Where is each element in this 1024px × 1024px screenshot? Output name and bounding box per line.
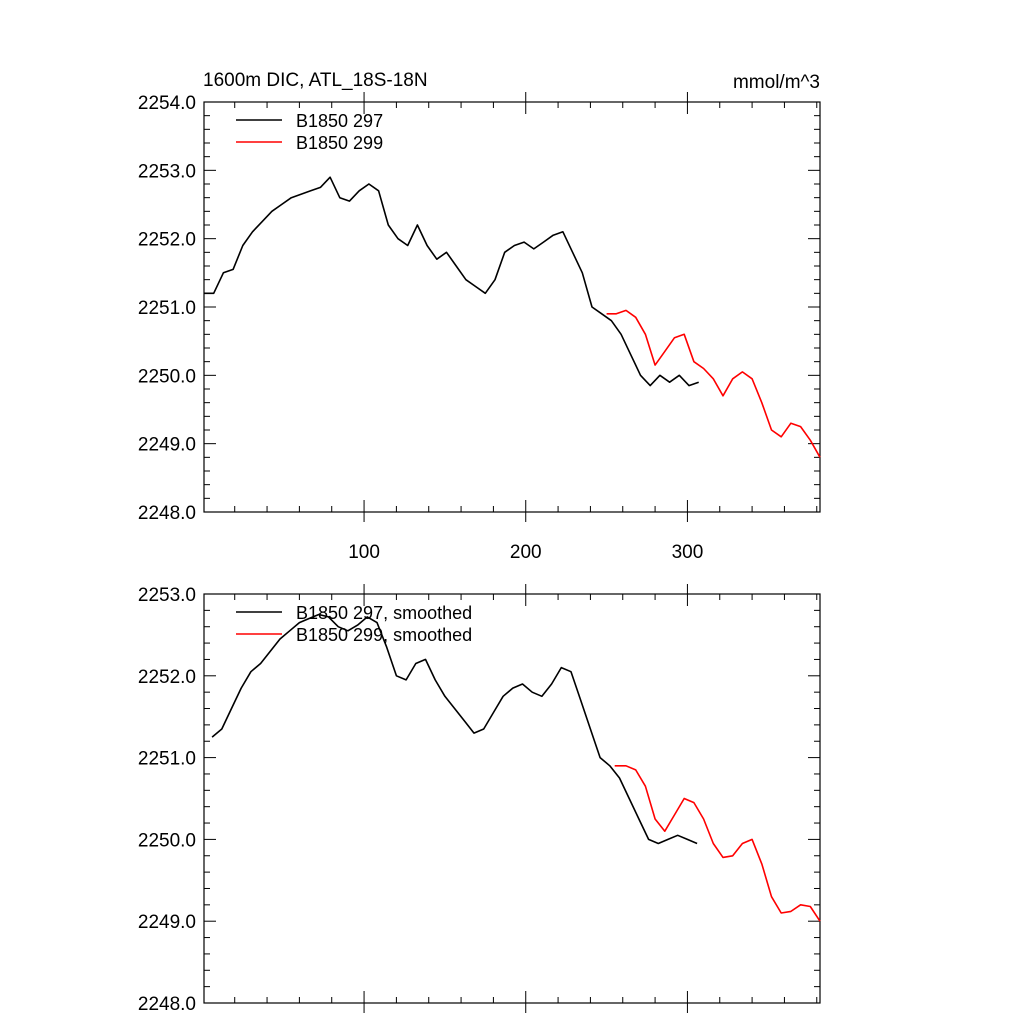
y-tick-label: 2248.0 xyxy=(138,994,196,1015)
y-tick-label: 2251.0 xyxy=(138,749,196,770)
chart-title: 1600m DIC, ATL_18S-18N xyxy=(203,70,428,91)
units-label: mmol/m^3 xyxy=(733,72,820,93)
y-tick-label: 2249.0 xyxy=(138,912,196,933)
legend-label: B1850 299, smoothed xyxy=(296,625,472,645)
y-tick-label: 2252.0 xyxy=(138,230,196,251)
series-line-b1850-299 xyxy=(606,309,821,458)
legend-label: B1850 297 xyxy=(296,111,383,131)
y-tick-label: 2249.0 xyxy=(138,435,196,456)
y-tick-label: 2250.0 xyxy=(138,830,196,851)
y-tick-label: 2254.0 xyxy=(138,93,196,114)
legend-label: B1850 297, smoothed xyxy=(296,603,472,623)
plot-frame xyxy=(203,101,821,513)
y-tick-label: 2250.0 xyxy=(138,366,196,387)
series-line-b1850-299-smoothed xyxy=(614,764,821,922)
top-panel: 1600m DIC, ATL_18S-18N mmol/m^3 2248.0 22… xyxy=(138,70,821,563)
x-tick-label: 200 xyxy=(510,542,542,563)
x-tick-label: 300 xyxy=(672,542,704,563)
y-tick-label: 2252.0 xyxy=(138,667,196,688)
y-tick-label: 2248.0 xyxy=(138,503,196,524)
y-tick-label: 2251.0 xyxy=(138,298,196,319)
series-line-b1850-297-smoothed xyxy=(211,613,698,845)
y-tick-label: 2253.0 xyxy=(138,161,196,182)
series-line-b1850-297 xyxy=(204,176,699,387)
x-tick-label: 100 xyxy=(348,542,380,563)
bottom-panel: 2248.0 2249.0 2250.0 2251.0 2252.0 2253.0 B185… xyxy=(138,584,821,1015)
plot-frame xyxy=(203,593,821,1004)
legend-label: B1850 299 xyxy=(296,133,383,153)
y-tick-label: 2253.0 xyxy=(138,585,196,606)
